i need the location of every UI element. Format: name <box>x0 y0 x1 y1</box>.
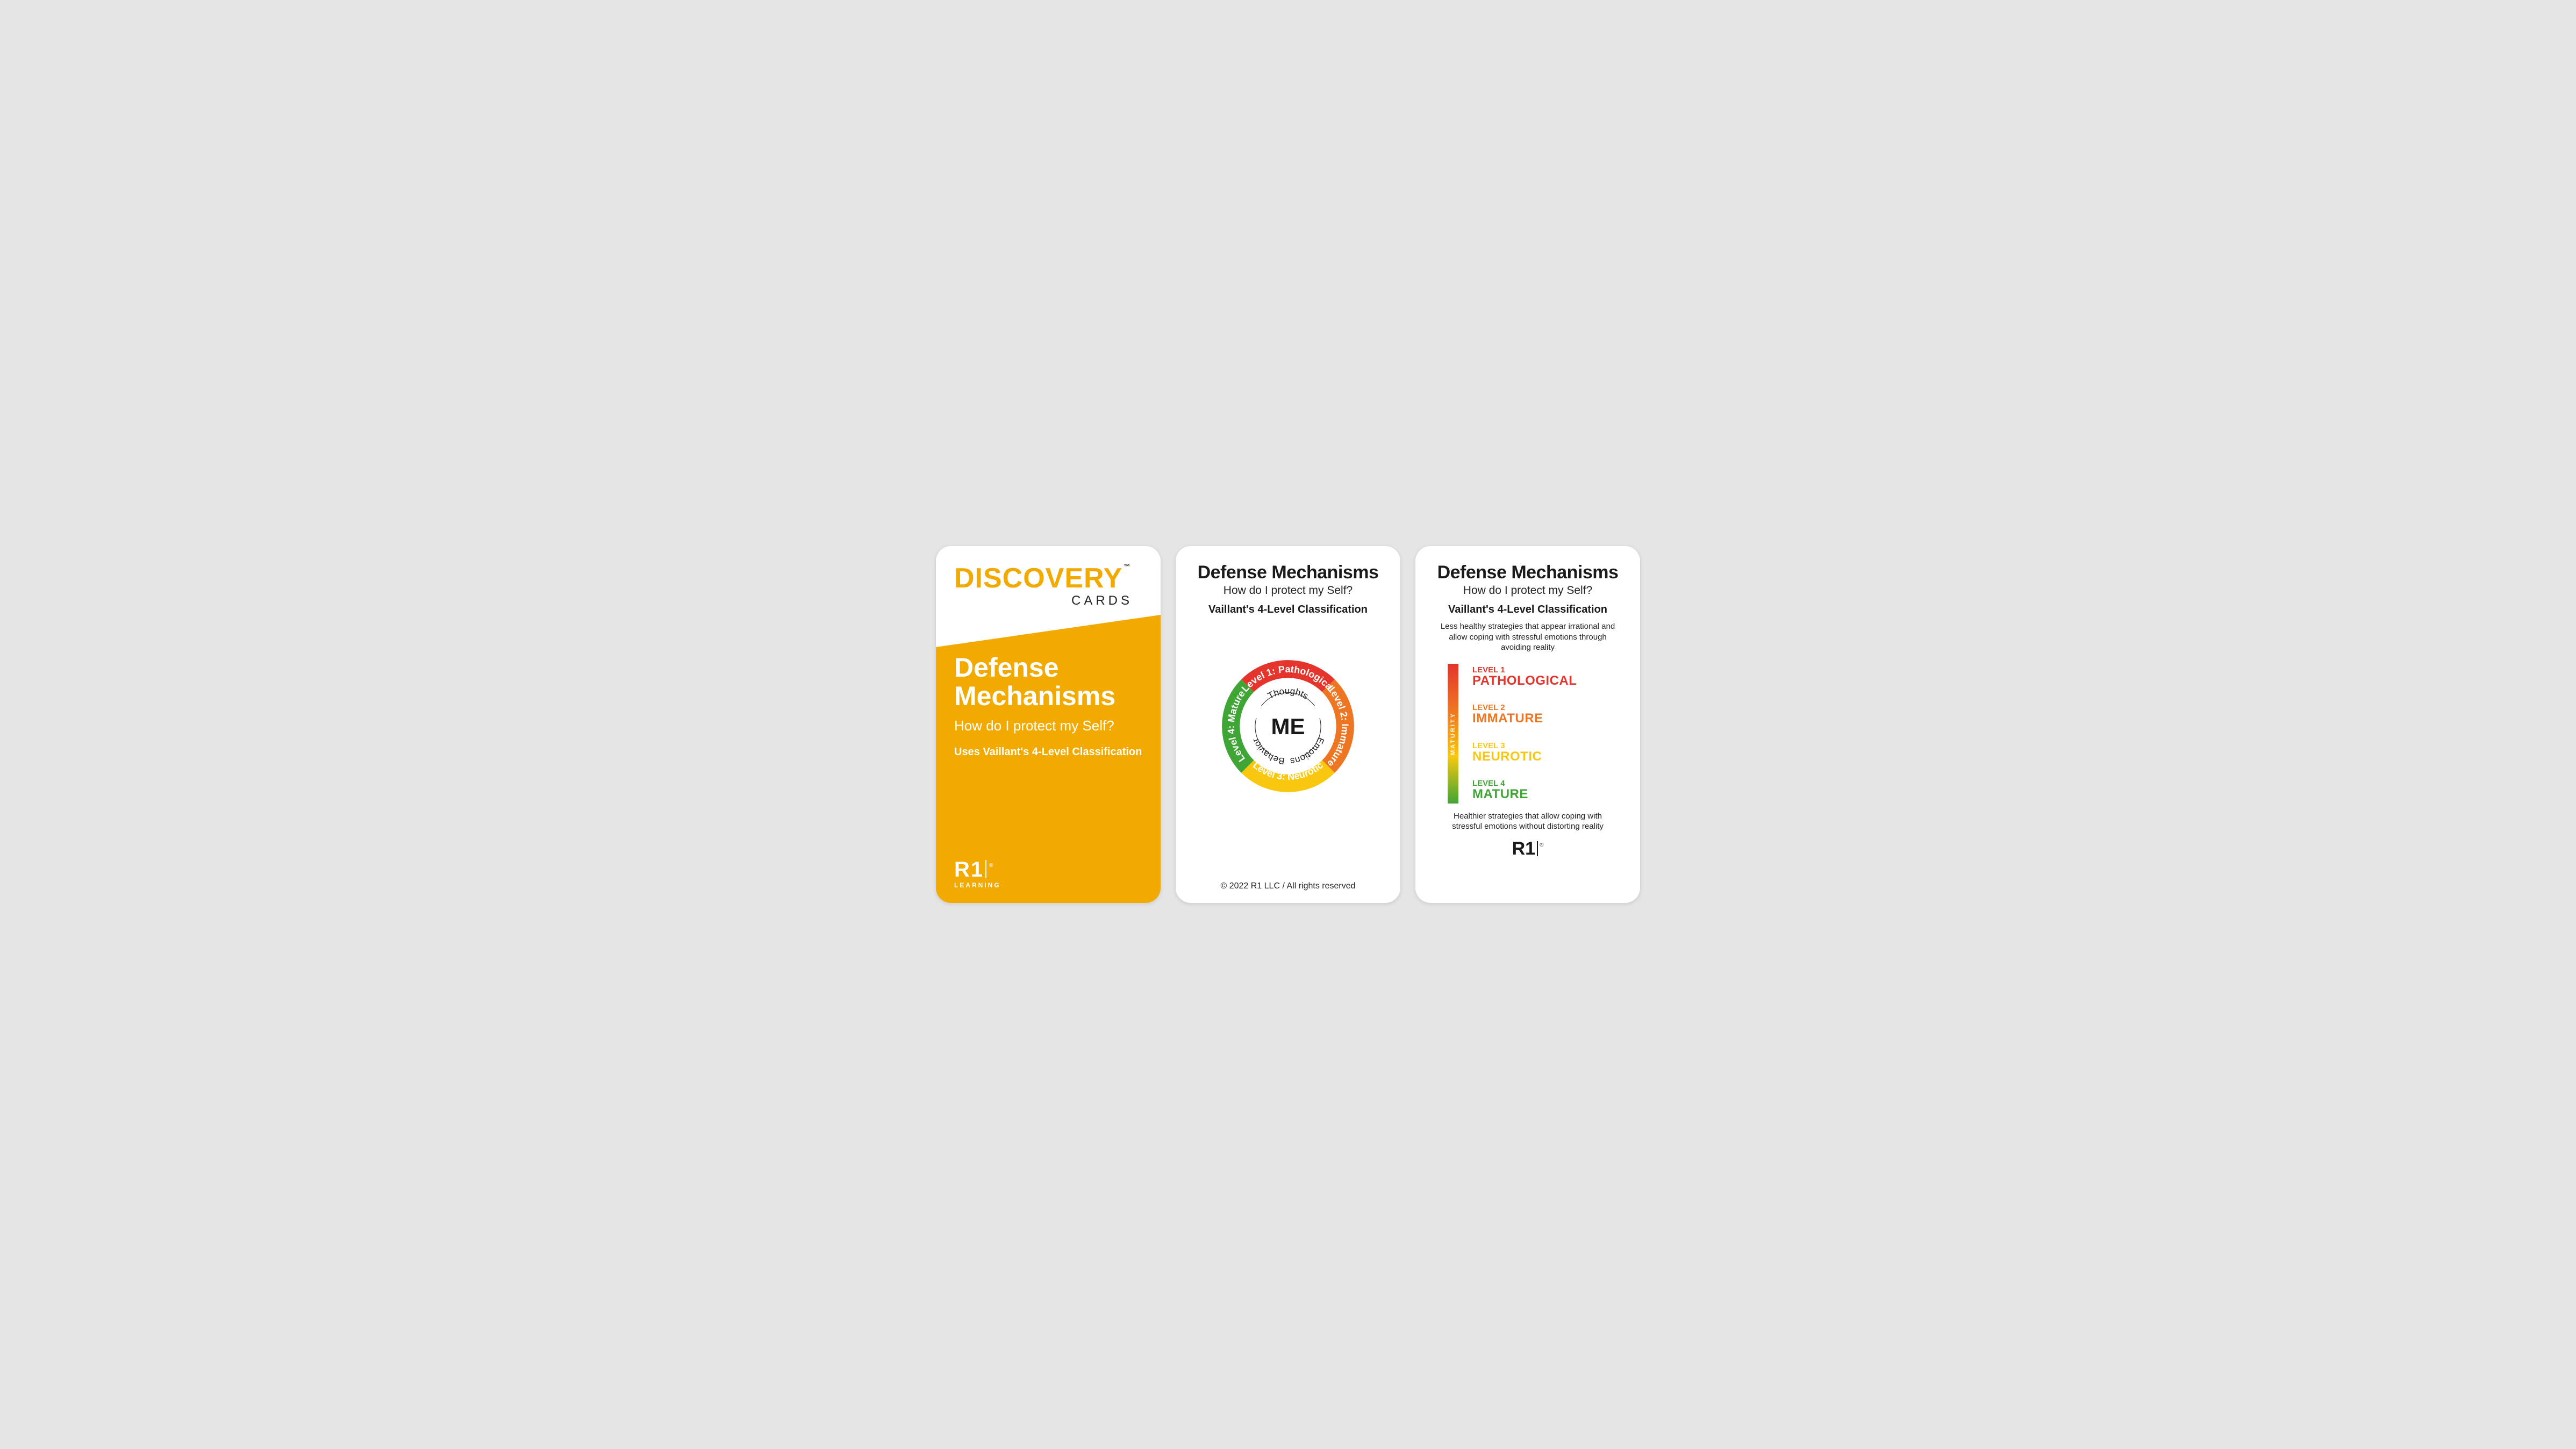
c2-classification: Vaillant's 4-Level Classification <box>1190 604 1386 616</box>
cover-subtitle: How do I protect my Self? <box>954 718 1142 734</box>
logo-1: 1 <box>971 859 983 880</box>
discovery-text: DISCOVERY <box>954 563 1122 594</box>
level-item-2: LEVEL 2 IMMATURE <box>1472 704 1577 725</box>
c3-desc-top: Less healthy strategies that appear irra… <box>1415 621 1640 653</box>
logo2-reg: ® <box>1540 842 1543 848</box>
c3-desc-bottom: Healthier strategies that allow coping w… <box>1415 811 1640 832</box>
c2-subtitle: How do I protect my Self? <box>1190 584 1386 597</box>
level-item-1: LEVEL 1 PATHOLOGICAL <box>1472 666 1577 687</box>
logo-r: R <box>954 859 970 880</box>
logo2-bar <box>1537 841 1538 856</box>
cover-title-l1: Defense <box>954 652 1059 683</box>
level-item-4: LEVEL 4 MATURE <box>1472 779 1577 801</box>
copyright: © 2022 R1 LLC / All rights reserved <box>1176 881 1400 891</box>
card-row: DISCOVERY™ CARDS Defense Mechanisms How … <box>936 546 1640 903</box>
level-3-small: LEVEL 3 <box>1472 742 1577 750</box>
card-wheel: Defense Mechanisms How do I protect my S… <box>1176 546 1400 903</box>
logo-reg: ® <box>989 863 993 869</box>
cover-uses: Uses Vaillant's 4-Level Classification <box>954 746 1142 758</box>
card-levels: Defense Mechanisms How do I protect my S… <box>1415 546 1640 903</box>
cover-title-l2: Mechanisms <box>954 681 1115 711</box>
level-4-small: LEVEL 4 <box>1472 779 1577 787</box>
logo2-1: 1 <box>1525 840 1535 858</box>
tm-mark: ™ <box>1124 563 1130 570</box>
card-cover: DISCOVERY™ CARDS Defense Mechanisms How … <box>936 546 1161 903</box>
discovery-word: DISCOVERY™ <box>954 564 1142 592</box>
level-3-big: NEUROTIC <box>1472 750 1577 763</box>
cover-title: Defense Mechanisms <box>954 654 1142 710</box>
level-2-small: LEVEL 2 <box>1472 704 1577 712</box>
c3-title: Defense Mechanisms <box>1429 562 1626 583</box>
levels-list: LEVEL 1 PATHOLOGICAL LEVEL 2 IMMATURE LE… <box>1472 664 1577 804</box>
svg-text:Thoughts: Thoughts <box>1266 686 1310 701</box>
logo-bar <box>985 860 986 878</box>
level-4-big: MATURE <box>1472 788 1577 801</box>
c3-subtitle: How do I protect my Self? <box>1429 584 1626 597</box>
wheel-center: ME <box>1271 714 1305 739</box>
r1-logo: R1 ® LEARNING <box>954 859 1001 889</box>
c2-title: Defense Mechanisms <box>1190 562 1386 583</box>
level-wheel: Level 1: Pathological Level 2: Immature … <box>1205 643 1371 809</box>
level-1-small: LEVEL 1 <box>1472 666 1577 674</box>
r1-logo-small: R1 ® <box>1415 840 1640 858</box>
levels-block: MATURITY LEVEL 1 PATHOLOGICAL LEVEL 2 IM… <box>1448 664 1640 804</box>
level-1-big: PATHOLOGICAL <box>1472 675 1577 687</box>
logo2-r: R <box>1512 840 1526 858</box>
c3-classification: Vaillant's 4-Level Classification <box>1429 604 1626 616</box>
maturity-bar: MATURITY <box>1448 664 1458 804</box>
cards-label: CARDS <box>954 593 1133 608</box>
level-item-3: LEVEL 3 NEUROTIC <box>1472 742 1577 763</box>
maturity-bar-label: MATURITY <box>1450 712 1456 755</box>
level-2-big: IMMATURE <box>1472 712 1577 725</box>
wheel-inner-thoughts: Thoughts <box>1266 686 1310 701</box>
logo-learning: LEARNING <box>954 881 1001 889</box>
